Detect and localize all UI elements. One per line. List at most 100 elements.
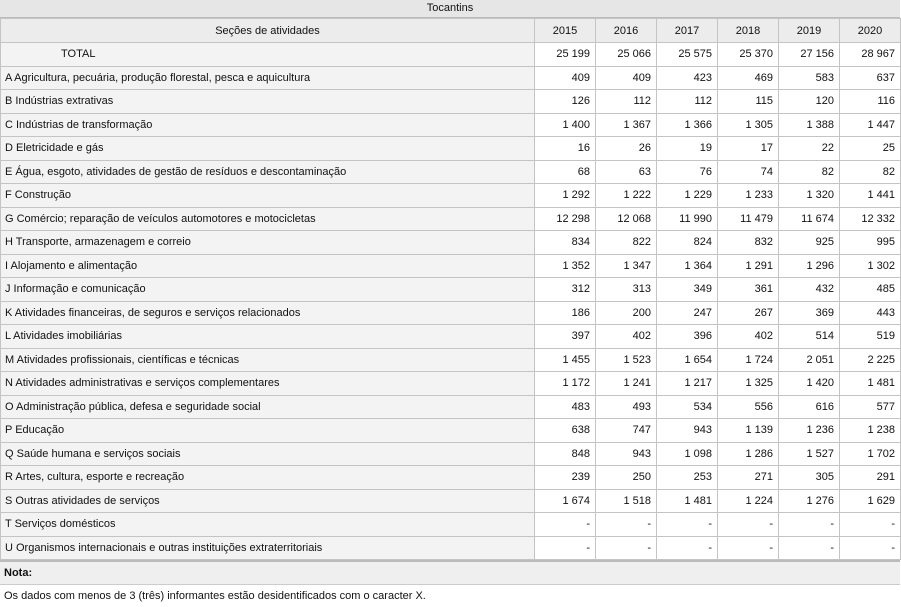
value-cell: 443 xyxy=(839,300,901,325)
value-cell: 1 527 xyxy=(778,441,840,466)
value-cell: 577 xyxy=(839,394,901,419)
value-cell: 112 xyxy=(656,89,718,114)
table-row: M Atividades profissionais, científicas … xyxy=(0,347,901,372)
row-label: TOTAL xyxy=(0,42,535,67)
value-cell: 369 xyxy=(778,300,840,325)
value-cell: - xyxy=(717,512,779,537)
value-cell: 1 320 xyxy=(778,183,840,208)
value-cell: 312 xyxy=(534,277,596,302)
value-cell: 11 674 xyxy=(778,206,840,231)
table-row: A Agricultura, pecuária, produção flores… xyxy=(0,65,901,90)
table-row: Q Saúde humana e serviços sociais 848 943 1… xyxy=(0,441,901,466)
value-cell: 1 367 xyxy=(595,112,657,137)
row-label: L Atividades imobiliárias xyxy=(0,324,535,349)
value-cell: 1 366 xyxy=(656,112,718,137)
table-row: R Artes, cultura, esporte e recreação 239… xyxy=(0,465,901,490)
value-cell: 1 296 xyxy=(778,253,840,278)
value-cell: 519 xyxy=(839,324,901,349)
value-cell: 239 xyxy=(534,465,596,490)
table-row: I Alojamento e alimentação 1 352 1 347 1 36… xyxy=(0,253,901,278)
value-cell: 1 292 xyxy=(534,183,596,208)
value-cell: 1 229 xyxy=(656,183,718,208)
value-cell: 1 654 xyxy=(656,347,718,372)
row-label: B Indústrias extrativas xyxy=(0,89,535,114)
value-cell: 25 575 xyxy=(656,42,718,67)
row-label: T Serviços domésticos xyxy=(0,512,535,537)
table-row: B Indústrias extrativas 126 112 112 115 120 11… xyxy=(0,89,901,114)
value-cell: - xyxy=(534,535,596,560)
table-row: C Indústrias de transformação 1 400 1 367 1… xyxy=(0,112,901,137)
value-cell: 995 xyxy=(839,230,901,255)
column-header: Seções de atividades xyxy=(0,18,535,43)
row-label: E Água, esgoto, atividades de gestão de … xyxy=(0,159,535,184)
value-cell: 2 225 xyxy=(839,347,901,372)
value-cell: 1 172 xyxy=(534,371,596,396)
value-cell: 432 xyxy=(778,277,840,302)
value-cell: - xyxy=(595,535,657,560)
value-cell: 28 967 xyxy=(839,42,901,67)
value-cell: - xyxy=(717,535,779,560)
row-label: S Outras atividades de serviços xyxy=(0,488,535,513)
value-cell: 25 199 xyxy=(534,42,596,67)
value-cell: 116 xyxy=(839,89,901,114)
row-label: D Eletricidade e gás xyxy=(0,136,535,161)
table-row: H Transporte, armazenagem e correio 834 82… xyxy=(0,230,901,255)
value-cell: 186 xyxy=(534,300,596,325)
value-cell: 832 xyxy=(717,230,779,255)
value-cell: 925 xyxy=(778,230,840,255)
value-cell: 1 098 xyxy=(656,441,718,466)
value-cell: 26 xyxy=(595,136,657,161)
value-cell: 82 xyxy=(839,159,901,184)
value-cell: 397 xyxy=(534,324,596,349)
value-cell: 271 xyxy=(717,465,779,490)
value-cell: 1 364 xyxy=(656,253,718,278)
value-cell: 16 xyxy=(534,136,596,161)
table-row: F Construção 1 292 1 222 1 229 1 233 1 320 1 4… xyxy=(0,183,901,208)
value-cell: 943 xyxy=(595,441,657,466)
value-cell: 200 xyxy=(595,300,657,325)
row-label: R Artes, cultura, esporte e recreação xyxy=(0,465,535,490)
value-cell: 19 xyxy=(656,136,718,161)
value-cell: 1 139 xyxy=(717,418,779,443)
row-label: J Informação e comunicação xyxy=(0,277,535,302)
column-header: 2019 xyxy=(778,18,840,43)
value-cell: 1 629 xyxy=(839,488,901,513)
value-cell: 483 xyxy=(534,394,596,419)
value-cell: 1 441 xyxy=(839,183,901,208)
value-cell: - xyxy=(778,512,840,537)
value-cell: 1 481 xyxy=(656,488,718,513)
row-label: U Organismos internacionais e outras ins… xyxy=(0,535,535,560)
value-cell: 514 xyxy=(778,324,840,349)
table-row: P Educação 638 747 943 1 139 1 236 1 238 xyxy=(0,418,901,443)
value-cell: 82 xyxy=(778,159,840,184)
table-row: T Serviços domésticos - - - - - - xyxy=(0,512,901,537)
table-row: TOTAL 25 199 25 066 25 575 25 370 27 156 28 96… xyxy=(0,42,901,67)
value-cell: 402 xyxy=(717,324,779,349)
value-cell: 1 388 xyxy=(778,112,840,137)
value-cell: 63 xyxy=(595,159,657,184)
table-row: G Comércio; reparação de veículos automo… xyxy=(0,206,901,231)
value-cell: 616 xyxy=(778,394,840,419)
note-text: Os dados com menos de 3 (três) informant… xyxy=(4,590,426,602)
value-cell: 556 xyxy=(717,394,779,419)
row-label: H Transporte, armazenagem e correio xyxy=(0,230,535,255)
value-cell: 747 xyxy=(595,418,657,443)
value-cell: 25 066 xyxy=(595,42,657,67)
value-cell: 824 xyxy=(656,230,718,255)
value-cell: 1 302 xyxy=(839,253,901,278)
value-cell: 1 276 xyxy=(778,488,840,513)
table-row: D Eletricidade e gás 16 26 19 17 22 25 xyxy=(0,136,901,161)
value-cell: 1 702 xyxy=(839,441,901,466)
value-cell: 402 xyxy=(595,324,657,349)
column-header: 2016 xyxy=(595,18,657,43)
value-cell: 17 xyxy=(717,136,779,161)
value-cell: 493 xyxy=(595,394,657,419)
value-cell: 291 xyxy=(839,465,901,490)
value-cell: 11 479 xyxy=(717,206,779,231)
table-row: O Administração pública, defesa e seguri… xyxy=(0,394,901,419)
table-row: E Água, esgoto, atividades de gestão de … xyxy=(0,159,901,184)
value-cell: 76 xyxy=(656,159,718,184)
value-cell: 1 222 xyxy=(595,183,657,208)
value-cell: 409 xyxy=(595,65,657,90)
